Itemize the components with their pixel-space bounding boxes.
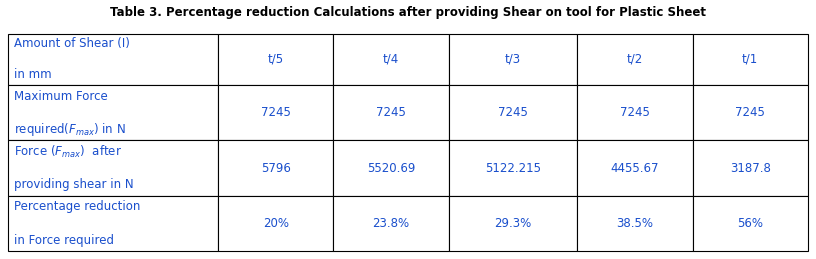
Text: 29.3%: 29.3% [494, 217, 531, 230]
Text: required($\mathit{F}_{\mathit{max}}$) in N: required($\mathit{F}_{\mathit{max}}$) in… [14, 121, 126, 138]
Bar [218, 85, 333, 140]
Bar [8, 85, 218, 140]
Text: t/4: t/4 [383, 53, 399, 66]
Bar [333, 85, 449, 140]
Bar [8, 196, 218, 251]
Text: t/2: t/2 [627, 53, 643, 66]
Text: 20%: 20% [263, 217, 289, 230]
Text: providing shear in N: providing shear in N [14, 178, 134, 191]
Bar [333, 196, 449, 251]
Bar [449, 34, 578, 85]
Text: Force ($\mathit{F}_{\mathit{max}}$)  after: Force ($\mathit{F}_{\mathit{max}}$) afte… [14, 143, 122, 160]
Text: Table 3. Percentage reduction Calculations after providing Shear on tool for Pla: Table 3. Percentage reduction Calculatio… [110, 6, 706, 19]
Text: 5122.215: 5122.215 [485, 162, 541, 175]
Bar [693, 140, 808, 196]
Text: 7245: 7245 [261, 106, 290, 119]
Bar [693, 196, 808, 251]
Bar [693, 34, 808, 85]
Text: 38.5%: 38.5% [617, 217, 654, 230]
Text: 4455.67: 4455.67 [610, 162, 659, 175]
Text: t/5: t/5 [268, 53, 284, 66]
Text: 7245: 7245 [376, 106, 406, 119]
Text: 5520.69: 5520.69 [366, 162, 415, 175]
Bar [578, 34, 693, 85]
Text: t/1: t/1 [742, 53, 758, 66]
Bar [218, 34, 333, 85]
Bar [218, 196, 333, 251]
Text: 56%: 56% [737, 217, 763, 230]
Text: 3187.8: 3187.8 [730, 162, 770, 175]
Text: Percentage reduction: Percentage reduction [14, 200, 140, 213]
Text: 7245: 7245 [620, 106, 650, 119]
Bar [333, 140, 449, 196]
Bar [578, 140, 693, 196]
Bar [8, 34, 218, 85]
Bar [449, 196, 578, 251]
Text: 7245: 7245 [735, 106, 765, 119]
Text: Amount of Shear (I): Amount of Shear (I) [14, 37, 130, 51]
Bar [578, 196, 693, 251]
Bar [578, 85, 693, 140]
Text: Maximum Force: Maximum Force [14, 90, 108, 103]
Text: t/3: t/3 [505, 53, 521, 66]
Text: in mm: in mm [14, 68, 51, 81]
Text: in Force required: in Force required [14, 234, 114, 247]
Text: 23.8%: 23.8% [372, 217, 410, 230]
Bar [8, 140, 218, 196]
Text: 7245: 7245 [498, 106, 528, 119]
Bar [218, 140, 333, 196]
Text: 5796: 5796 [261, 162, 290, 175]
Bar [693, 85, 808, 140]
Bar [449, 85, 578, 140]
Bar [333, 34, 449, 85]
Bar [449, 140, 578, 196]
